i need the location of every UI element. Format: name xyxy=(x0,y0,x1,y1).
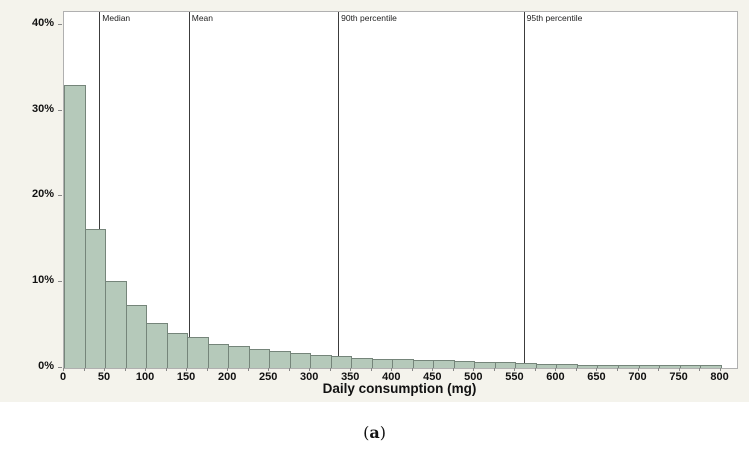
x-tick-mark xyxy=(391,368,393,371)
plot-area: Median Mean 90th percentile 95th percentile xyxy=(63,11,738,369)
figure-caption: (a) xyxy=(0,423,749,442)
x-tick-mark xyxy=(247,368,249,371)
x-tick-label: 650 xyxy=(587,371,606,383)
x-tick-label: 200 xyxy=(217,371,237,383)
y-tick-mark xyxy=(58,109,62,111)
y-tick-label: 20% xyxy=(31,188,54,201)
x-tick-label: 500 xyxy=(464,371,483,383)
x-tick-label: 750 xyxy=(669,371,688,383)
x-tick-label: 100 xyxy=(135,371,155,383)
x-tick-mark xyxy=(124,368,126,371)
reference-label-95th-percentile: 95th percentile xyxy=(526,13,583,23)
x-tick-mark xyxy=(165,368,167,371)
x-tick-mark xyxy=(514,368,516,371)
x-tick-label: 600 xyxy=(546,371,565,383)
reference-line-90th-percentile xyxy=(338,12,340,356)
reference-lines-layer: Median Mean 90th percentile 95th percentile xyxy=(64,12,737,368)
x-axis-title: Daily consumption (mg) xyxy=(322,381,477,396)
x-tick-mark xyxy=(227,368,229,371)
bars-layer xyxy=(64,12,737,368)
reference-line-median xyxy=(99,12,101,230)
reference-label-median: Median xyxy=(102,13,131,23)
histogram-bar xyxy=(64,84,86,368)
caption-letter: a xyxy=(369,423,380,442)
x-tick-mark xyxy=(104,368,106,371)
caption-close-paren: ) xyxy=(379,423,386,442)
x-tick-label: 350 xyxy=(341,371,360,383)
y-tick-label: 40% xyxy=(31,16,54,29)
x-tick-label: 800 xyxy=(710,371,729,383)
x-tick-mark xyxy=(186,368,188,371)
x-tick-mark xyxy=(370,368,372,371)
x-tick-label: 150 xyxy=(176,371,196,383)
x-tick-mark xyxy=(288,368,290,371)
y-tick-mark xyxy=(58,23,62,25)
y-tick-label: 30% xyxy=(31,102,54,115)
x-tick-label: 300 xyxy=(300,371,319,383)
chart-figure: Median Mean 90th percentile 95th percentile… xyxy=(0,0,749,402)
x-tick-mark xyxy=(83,368,85,371)
caption-open-paren: ( xyxy=(363,423,370,442)
x-tick-mark xyxy=(452,368,454,371)
x-tick-mark xyxy=(575,368,577,371)
y-tick-label: 10% xyxy=(31,274,54,287)
reference-line-mean xyxy=(188,12,190,338)
x-tick-mark xyxy=(63,368,64,371)
histogram-bar xyxy=(700,365,722,368)
x-tick-mark xyxy=(678,368,680,371)
x-tick-mark xyxy=(350,368,352,371)
x-tick-mark xyxy=(616,368,618,371)
x-tick-mark xyxy=(411,368,413,371)
x-tick-mark xyxy=(699,368,701,371)
y-tick-label: 0% xyxy=(38,360,54,372)
x-tick-label: 0 xyxy=(59,371,67,383)
x-tick-mark xyxy=(145,368,147,371)
x-tick-mark xyxy=(534,368,536,371)
y-tick-mark xyxy=(58,281,62,283)
x-tick-mark xyxy=(432,368,434,371)
x-tick-mark xyxy=(329,368,331,371)
x-tick-mark xyxy=(206,368,208,371)
x-tick-label: 400 xyxy=(382,371,401,383)
x-tick-mark xyxy=(637,368,639,371)
reference-label-90th-percentile: 90th percentile xyxy=(341,13,397,23)
x-tick-mark xyxy=(719,368,721,371)
x-tick-mark xyxy=(268,368,270,371)
x-tick-mark xyxy=(596,368,598,371)
reference-label-mean: Mean xyxy=(191,13,214,23)
x-tick-label: 550 xyxy=(505,371,524,383)
x-tick-label: 50 xyxy=(97,371,111,383)
x-tick-mark xyxy=(309,368,311,371)
y-tick-mark xyxy=(58,367,62,368)
x-tick-mark xyxy=(555,368,557,371)
x-tick-label: 700 xyxy=(628,371,647,383)
y-tick-mark xyxy=(58,195,62,197)
x-tick-mark xyxy=(493,368,495,371)
x-tick-label: 450 xyxy=(423,371,442,383)
reference-line-95th-percentile xyxy=(523,12,525,364)
x-tick-mark xyxy=(658,368,660,371)
x-tick-label: 250 xyxy=(258,371,278,383)
x-tick-mark xyxy=(473,368,475,371)
